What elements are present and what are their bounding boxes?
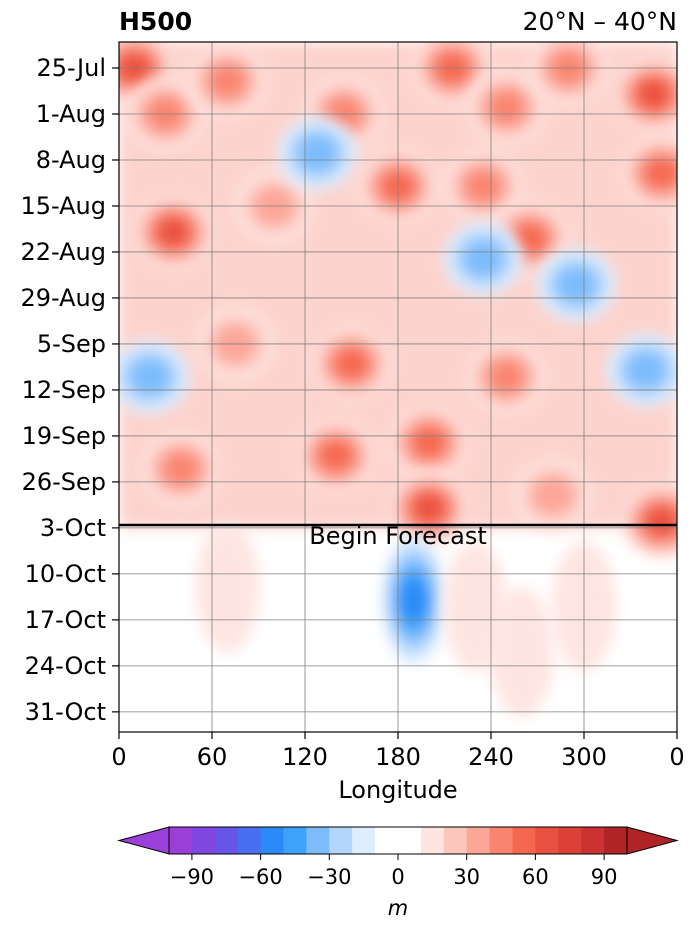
colorbar-swatch (420, 827, 445, 854)
anomaly-blob (443, 221, 524, 296)
colorbar-tick-label: 90 (590, 865, 618, 889)
y-tick-label: 24-Oct (24, 651, 106, 680)
y-tick-label: 8-Aug (35, 145, 106, 174)
y-tick-label: 22-Aug (20, 237, 106, 266)
plot-area (112, 41, 678, 739)
y-tick-label: 1-Aug (35, 99, 106, 128)
anomaly-blob (296, 418, 376, 493)
colorbar-swatch (352, 827, 376, 854)
colorbar-swatch (512, 827, 536, 854)
anomaly-blob (381, 535, 446, 666)
anomaly-blob (389, 405, 469, 480)
colorbar-tick-label: −30 (307, 865, 352, 889)
anomaly-blob (606, 333, 677, 408)
x-tick-label: 240 (468, 743, 514, 771)
chart-title: H500 (119, 7, 193, 36)
y-tick-label: 5-Sep (36, 329, 106, 358)
anomaly-blob (513, 458, 593, 533)
anomaly-blob (141, 431, 221, 506)
colorbar-tick-label: 60 (522, 865, 549, 889)
y-tick-label: 26-Sep (21, 467, 106, 496)
y-tick-label: 31-Oct (24, 697, 106, 726)
colorbar-swatch (535, 827, 559, 854)
chart-subtitle: 20°N – 40°N (522, 7, 677, 36)
anomaly-blob (613, 57, 677, 132)
y-tick-label: 19-Sep (21, 421, 106, 450)
colorbar-swatch (237, 827, 262, 854)
y-tick-label: 15-Aug (20, 191, 106, 220)
colorbar-swatch (581, 827, 605, 854)
colorbar-swatch (466, 827, 491, 854)
colorbar-swatch (283, 827, 307, 854)
hindcast-field (119, 42, 677, 559)
colorbar-tick-label: −60 (238, 865, 283, 889)
anomaly-blob (187, 44, 268, 119)
y-tick-label: 25-Jul (36, 54, 107, 82)
anomaly-blob (277, 116, 358, 191)
colorbar-tick-label: −90 (169, 865, 215, 889)
colorbar-swatch (260, 827, 284, 854)
colorbar-swatch (443, 827, 468, 854)
x-tick-label: 60 (196, 743, 228, 771)
colorbar-swatch (375, 827, 399, 854)
colorbar (117, 826, 679, 860)
colorbar-unit: m (387, 896, 409, 920)
x-tick-label: 120 (282, 743, 328, 771)
colorbar-swatch (329, 827, 353, 854)
anomaly-blob (119, 339, 190, 414)
anomaly-blob (358, 149, 438, 224)
colorbar-tick-label: 30 (453, 865, 481, 889)
colorbar-swatch (214, 827, 239, 854)
colorbar-extend-min (117, 826, 170, 855)
colorbar-swatch (306, 827, 330, 854)
anomaly-blob (195, 522, 260, 653)
y-tick-label: 29-Aug (20, 283, 106, 312)
anomaly-blob (536, 247, 617, 322)
x-tick-label: 0 (111, 743, 127, 771)
colorbar-swatch (489, 827, 513, 854)
y-tick-label: 12-Sep (21, 375, 106, 404)
x-tick-label: 300 (561, 743, 607, 771)
anomaly-blob (490, 587, 554, 718)
colorbar-swatch (191, 827, 216, 854)
colorbar-swatch (169, 827, 193, 854)
forecast-label: Begin Forecast (309, 522, 487, 550)
anomaly-blob (133, 195, 214, 270)
axis-ticks (112, 67, 678, 739)
x-axis-title: Longitude (338, 776, 458, 804)
colorbar-swatch (604, 827, 628, 854)
anomaly-blob (621, 136, 677, 211)
y-tick-label: 10-Oct (24, 559, 106, 588)
y-tick-label: 17-Oct (24, 605, 106, 634)
anomaly-blob (466, 70, 547, 145)
anomaly-blob (311, 326, 392, 401)
colorbar-swatch (558, 827, 582, 854)
anomaly-blob (621, 484, 677, 559)
anomaly-blob (443, 149, 524, 224)
colorbar-extend-max (626, 826, 679, 855)
y-tick-label: 3-Oct (39, 513, 106, 542)
colorbar-tick-label: 0 (391, 865, 405, 889)
x-tick-label: 0 (669, 743, 685, 771)
x-tick-label: 180 (375, 743, 421, 771)
anomaly-blob (466, 339, 547, 414)
colorbar-swatch (398, 827, 422, 854)
